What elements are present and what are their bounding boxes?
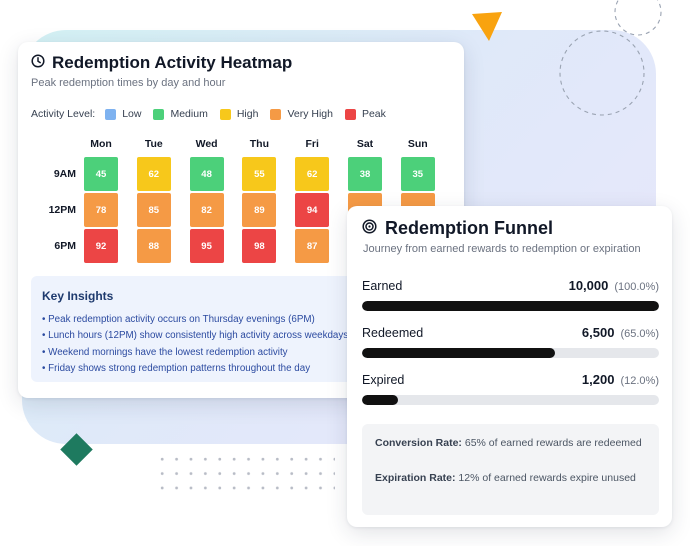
expiration-rate-text: Expiration Rate: 12% of earned rewards e…: [375, 472, 636, 484]
target-icon: [362, 218, 377, 239]
funnel-title: Redemption Funnel: [385, 218, 553, 238]
stage-progress-fill: [362, 301, 659, 311]
heatmap-cell[interactable]: 62: [136, 157, 171, 191]
legend-item-medium: Medium: [153, 108, 208, 120]
legend-label: Peak: [361, 108, 386, 120]
clock-icon: [31, 53, 45, 73]
legend-item-very-high: Very High: [270, 108, 333, 120]
key-insights-list: • Peak redemption activity occurs on Thu…: [42, 312, 348, 377]
legend-label: Very High: [287, 108, 333, 120]
legend-swatch: [270, 108, 282, 120]
heatmap-cell[interactable]: 88: [136, 229, 171, 263]
legend-swatch: [344, 108, 356, 120]
legend-item-peak: Peak: [344, 108, 386, 120]
heatmap-title: Redemption Activity Heatmap: [52, 53, 293, 72]
heatmap-cell[interactable]: 62: [295, 157, 330, 191]
legend-swatch: [153, 108, 165, 120]
stage-value: 6,500: [581, 325, 615, 340]
stage-percent: (65.0%): [620, 328, 659, 340]
day-header: Sat: [356, 138, 374, 150]
heatmap-cell[interactable]: 87: [295, 229, 330, 263]
conversion-rate-text: Conversion Rate: 65% of earned rewards a…: [375, 437, 642, 449]
legend-swatch: [219, 108, 231, 120]
stage-progress-track: [362, 348, 659, 358]
heatmap-cell[interactable]: 55: [242, 157, 277, 191]
insight-item: • Friday shows strong redemption pattern…: [42, 362, 311, 374]
stage-percent: (12.0%): [620, 375, 659, 387]
heatmap-cell[interactable]: 98: [242, 229, 277, 263]
heatmap-cell[interactable]: 78: [84, 193, 118, 227]
day-header: Wed: [195, 138, 218, 150]
day-header: Thu: [249, 138, 270, 150]
heatmap-cell[interactable]: 92: [84, 229, 118, 263]
stage-value: 10,000: [568, 278, 609, 293]
legend-label: Low: [122, 108, 142, 120]
heatmap-subtitle: Peak redemption times by day and hour: [31, 77, 226, 89]
heatmap-cell[interactable]: 82: [189, 193, 224, 227]
decorative-dot-grid: [155, 452, 335, 496]
heatmap-header: Redemption Activity Heatmap: [31, 53, 292, 73]
stage-percent: (100.0%): [614, 281, 659, 293]
insight-item: • Weekend mornings have the lowest redem…: [42, 346, 288, 358]
legend-label: Medium: [170, 108, 208, 120]
stage-progress-track: [362, 395, 659, 405]
day-header: Fri: [305, 138, 319, 150]
stage-progress-fill: [362, 395, 398, 405]
heatmap-cell[interactable]: 35: [400, 157, 435, 191]
funnel-card: Redemption Funnel Journey from earned re…: [347, 206, 672, 527]
heatmap-cell[interactable]: 48: [189, 157, 224, 191]
stage-label: Earned: [362, 279, 403, 293]
funnel-stage-earned: Earned 10,000 (100.0%): [362, 278, 659, 311]
heatmap-cell[interactable]: 85: [136, 193, 171, 227]
stage-value: 1,200: [581, 372, 615, 387]
heatmap-cell[interactable]: 94: [295, 193, 330, 227]
funnel-stage-expired: Expired 1,200 (12.0%): [362, 372, 659, 405]
day-header: Tue: [144, 138, 163, 150]
time-label: 6PM: [54, 240, 76, 252]
day-header: Sun: [407, 138, 428, 150]
funnel-stage-redeemed: Redeemed 6,500 (65.0%): [362, 325, 659, 358]
decorative-circles: [550, 0, 690, 125]
legend-item-high: High: [219, 108, 259, 120]
legend-item-low: Low: [105, 108, 141, 120]
heatmap-cell[interactable]: 38: [348, 157, 382, 191]
stage-progress-fill: [362, 348, 556, 358]
time-label: 12PM: [48, 204, 76, 216]
legend-swatch: [105, 108, 117, 120]
heatmap-cell[interactable]: 95: [189, 229, 224, 263]
key-insights-title: Key Insights: [42, 289, 114, 303]
insight-item: • Lunch hours (12PM) show consistently h…: [42, 330, 349, 342]
activity-legend: Activity Level: Low Medium High Very High Pe…: [31, 108, 398, 120]
insight-item: • Peak redemption activity occurs on Thu…: [42, 314, 315, 325]
stage-label: Redeemed: [362, 326, 424, 340]
stage-progress-track: [362, 301, 659, 311]
heatmap-cell[interactable]: 89: [242, 193, 277, 227]
funnel-header: Redemption Funnel: [362, 218, 553, 239]
time-label: 9AM: [53, 168, 76, 180]
day-header: Mon: [90, 138, 112, 150]
legend-title: Activity Level:: [31, 108, 96, 120]
funnel-subtitle: Journey from earned rewards to redemptio…: [363, 243, 641, 255]
funnel-summary: Conversion Rate: 65% of earned rewards a…: [362, 424, 659, 515]
stage-label: Expired: [362, 373, 405, 387]
legend-label: High: [236, 108, 259, 120]
decorative-triangle: [470, 10, 504, 49]
heatmap-cell[interactable]: 45: [84, 157, 118, 191]
